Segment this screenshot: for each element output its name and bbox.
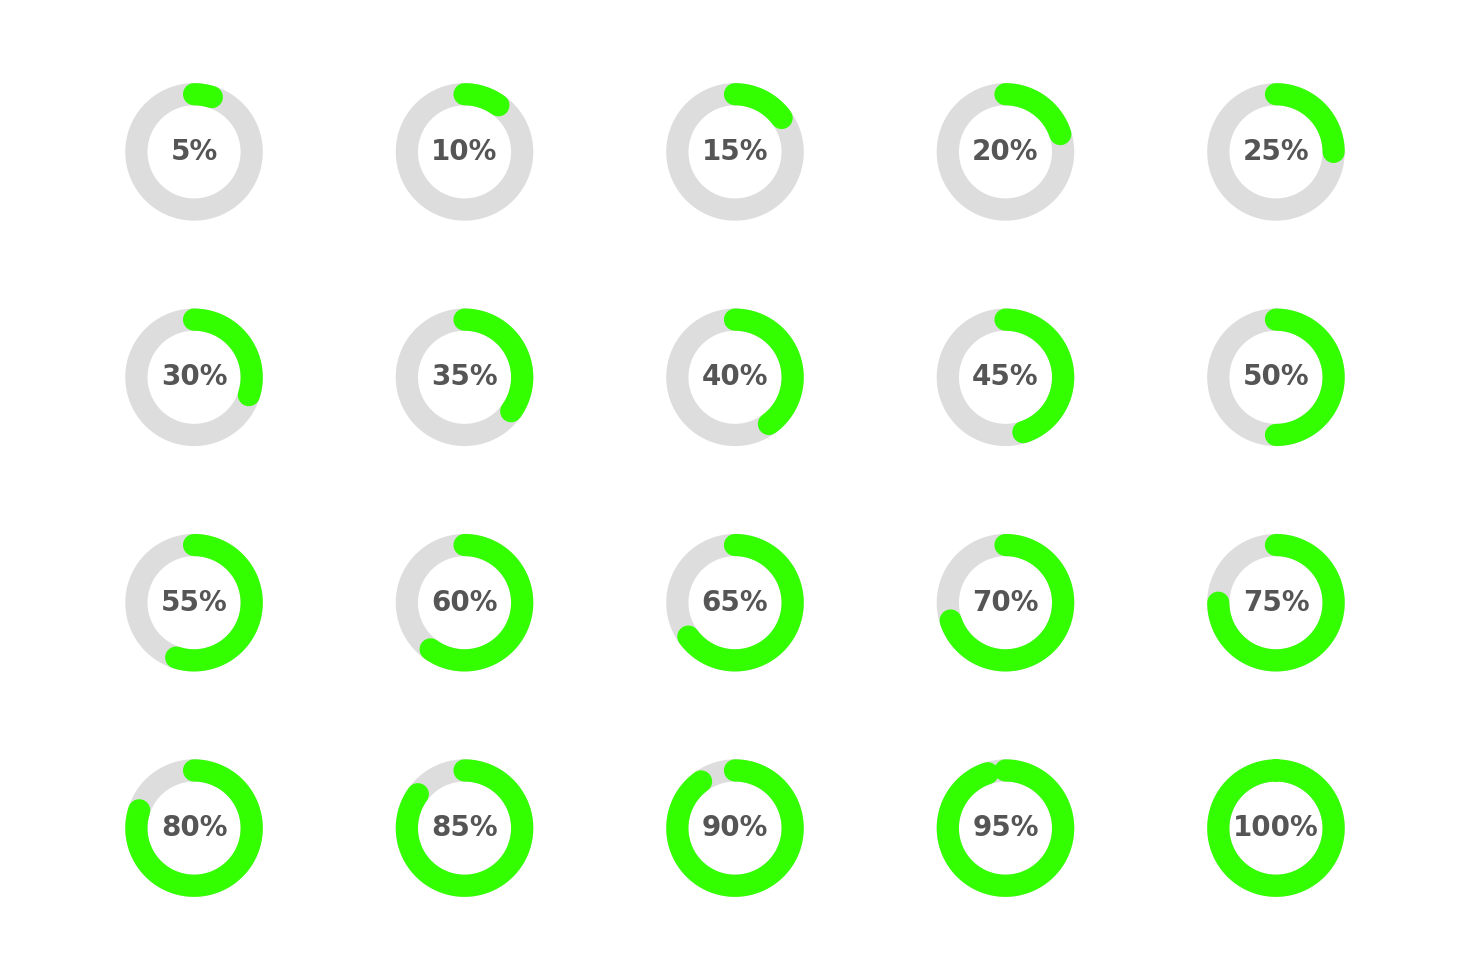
Text: 10%: 10%	[431, 138, 498, 166]
Text: 50%: 50%	[1242, 364, 1310, 391]
Text: 25%: 25%	[1242, 138, 1310, 166]
Text: 60%: 60%	[431, 589, 498, 616]
Text: 35%: 35%	[431, 364, 498, 391]
Text: 40%: 40%	[701, 364, 769, 391]
Text: 95%: 95%	[972, 814, 1039, 842]
Text: 70%: 70%	[972, 589, 1039, 616]
Text: 20%: 20%	[972, 138, 1039, 166]
Text: 30%: 30%	[160, 364, 228, 391]
Text: 85%: 85%	[431, 814, 498, 842]
Text: 100%: 100%	[1233, 814, 1319, 842]
Text: 90%: 90%	[701, 814, 769, 842]
Text: 15%: 15%	[701, 138, 769, 166]
Text: 5%: 5%	[171, 138, 218, 166]
Text: 55%: 55%	[160, 589, 228, 616]
Text: 75%: 75%	[1242, 589, 1310, 616]
Text: 80%: 80%	[160, 814, 228, 842]
Text: 65%: 65%	[701, 589, 769, 616]
Text: 45%: 45%	[972, 364, 1039, 391]
